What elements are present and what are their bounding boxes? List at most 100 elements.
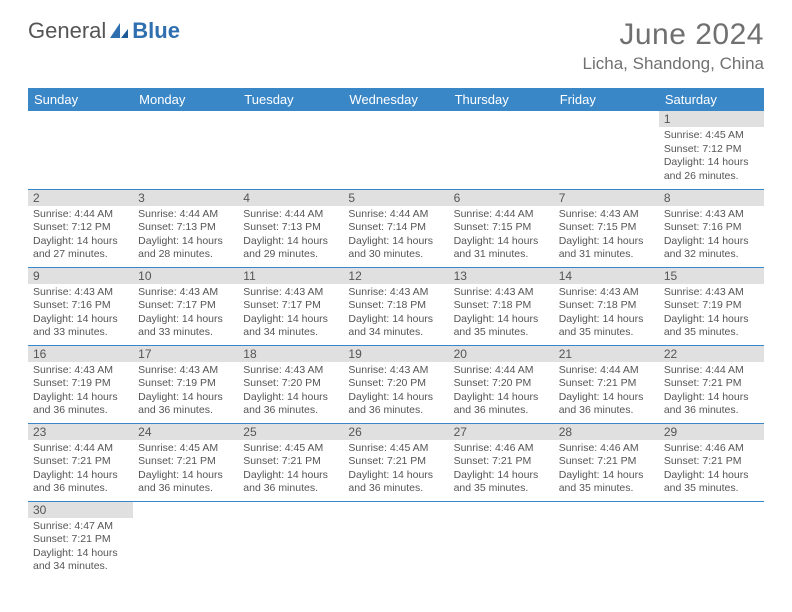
- sunset: Sunset: 7:12 PM: [664, 143, 759, 157]
- calendar-empty: [133, 111, 238, 189]
- daylight-1: Daylight: 14 hours: [33, 313, 128, 327]
- sunrise: Sunrise: 4:43 AM: [664, 208, 759, 222]
- daylight-1: Daylight: 14 hours: [559, 235, 654, 249]
- sunset: Sunset: 7:18 PM: [454, 299, 549, 313]
- daylight-1: Daylight: 14 hours: [664, 235, 759, 249]
- calendar-day: 28Sunrise: 4:46 AMSunset: 7:21 PMDayligh…: [554, 423, 659, 501]
- calendar-week: 16Sunrise: 4:43 AMSunset: 7:19 PMDayligh…: [28, 345, 764, 423]
- sunset: Sunset: 7:19 PM: [138, 377, 233, 391]
- calendar-week: 9Sunrise: 4:43 AMSunset: 7:16 PMDaylight…: [28, 267, 764, 345]
- day-number: 6: [449, 190, 554, 206]
- day-number: 10: [133, 268, 238, 284]
- daylight-2: and 35 minutes.: [454, 326, 549, 340]
- calendar-empty: [343, 111, 448, 189]
- day-number: 22: [659, 346, 764, 362]
- day-number: 27: [449, 424, 554, 440]
- daylight-1: Daylight: 14 hours: [33, 235, 128, 249]
- daylight-1: Daylight: 14 hours: [664, 313, 759, 327]
- sunrise: Sunrise: 4:44 AM: [243, 208, 338, 222]
- daylight-2: and 33 minutes.: [33, 326, 128, 340]
- daylight-1: Daylight: 14 hours: [348, 469, 443, 483]
- sunrise: Sunrise: 4:44 AM: [454, 208, 549, 222]
- day-number: 15: [659, 268, 764, 284]
- calendar-week: 2Sunrise: 4:44 AMSunset: 7:12 PMDaylight…: [28, 189, 764, 267]
- daylight-2: and 26 minutes.: [664, 170, 759, 184]
- daylight-2: and 32 minutes.: [664, 248, 759, 262]
- sunrise: Sunrise: 4:43 AM: [243, 286, 338, 300]
- day-number: 12: [343, 268, 448, 284]
- sunset: Sunset: 7:16 PM: [664, 221, 759, 235]
- daylight-2: and 34 minutes.: [348, 326, 443, 340]
- sunrise: Sunrise: 4:43 AM: [454, 286, 549, 300]
- daylight-2: and 30 minutes.: [348, 248, 443, 262]
- daylight-2: and 35 minutes.: [559, 326, 654, 340]
- sunrise: Sunrise: 4:43 AM: [138, 286, 233, 300]
- day-info: Sunrise: 4:46 AMSunset: 7:21 PMDaylight:…: [449, 440, 554, 501]
- daylight-1: Daylight: 14 hours: [138, 313, 233, 327]
- day-header: Thursday: [449, 88, 554, 111]
- day-info: Sunrise: 4:45 AMSunset: 7:21 PMDaylight:…: [133, 440, 238, 501]
- day-number: 1: [659, 111, 764, 127]
- sunrise: Sunrise: 4:44 AM: [454, 364, 549, 378]
- calendar-day: 16Sunrise: 4:43 AMSunset: 7:19 PMDayligh…: [28, 345, 133, 423]
- day-header: Sunday: [28, 88, 133, 111]
- daylight-2: and 36 minutes.: [138, 404, 233, 418]
- calendar-day: 17Sunrise: 4:43 AMSunset: 7:19 PMDayligh…: [133, 345, 238, 423]
- calendar-day: 25Sunrise: 4:45 AMSunset: 7:21 PMDayligh…: [238, 423, 343, 501]
- logo-text-2: Blue: [132, 18, 180, 44]
- sunrise: Sunrise: 4:46 AM: [664, 442, 759, 456]
- day-info: Sunrise: 4:45 AMSunset: 7:12 PMDaylight:…: [659, 127, 764, 188]
- sunrise: Sunrise: 4:43 AM: [559, 286, 654, 300]
- calendar-week: 23Sunrise: 4:44 AMSunset: 7:21 PMDayligh…: [28, 423, 764, 501]
- day-info: Sunrise: 4:45 AMSunset: 7:21 PMDaylight:…: [343, 440, 448, 501]
- day-info: Sunrise: 4:43 AMSunset: 7:19 PMDaylight:…: [28, 362, 133, 423]
- calendar-day: 12Sunrise: 4:43 AMSunset: 7:18 PMDayligh…: [343, 267, 448, 345]
- sunrise: Sunrise: 4:43 AM: [33, 364, 128, 378]
- sunrise: Sunrise: 4:44 AM: [138, 208, 233, 222]
- daylight-1: Daylight: 14 hours: [454, 391, 549, 405]
- sunrise: Sunrise: 4:45 AM: [348, 442, 443, 456]
- daylight-2: and 29 minutes.: [243, 248, 338, 262]
- day-number: 17: [133, 346, 238, 362]
- header: General Blue June 2024 Licha, Shandong, …: [28, 18, 764, 74]
- day-number: 23: [28, 424, 133, 440]
- sunrise: Sunrise: 4:43 AM: [664, 286, 759, 300]
- day-header: Tuesday: [238, 88, 343, 111]
- calendar-day: 24Sunrise: 4:45 AMSunset: 7:21 PMDayligh…: [133, 423, 238, 501]
- day-number: 9: [28, 268, 133, 284]
- calendar-empty: [554, 111, 659, 189]
- sunset: Sunset: 7:12 PM: [33, 221, 128, 235]
- sunrise: Sunrise: 4:43 AM: [559, 208, 654, 222]
- calendar-day: 19Sunrise: 4:43 AMSunset: 7:20 PMDayligh…: [343, 345, 448, 423]
- calendar-day: 1Sunrise: 4:45 AMSunset: 7:12 PMDaylight…: [659, 111, 764, 189]
- daylight-2: and 36 minutes.: [33, 482, 128, 496]
- daylight-1: Daylight: 14 hours: [138, 469, 233, 483]
- day-number: 8: [659, 190, 764, 206]
- sunrise: Sunrise: 4:43 AM: [138, 364, 233, 378]
- calendar-day: 4Sunrise: 4:44 AMSunset: 7:13 PMDaylight…: [238, 189, 343, 267]
- daylight-2: and 36 minutes.: [348, 404, 443, 418]
- daylight-1: Daylight: 14 hours: [243, 313, 338, 327]
- day-number: 30: [28, 502, 133, 518]
- day-info: Sunrise: 4:46 AMSunset: 7:21 PMDaylight:…: [659, 440, 764, 501]
- daylight-2: and 36 minutes.: [138, 482, 233, 496]
- calendar-day: 20Sunrise: 4:44 AMSunset: 7:20 PMDayligh…: [449, 345, 554, 423]
- day-header: Monday: [133, 88, 238, 111]
- sunset: Sunset: 7:21 PM: [33, 533, 128, 547]
- calendar-day: 21Sunrise: 4:44 AMSunset: 7:21 PMDayligh…: [554, 345, 659, 423]
- logo: General Blue: [28, 18, 180, 44]
- sunset: Sunset: 7:21 PM: [664, 455, 759, 469]
- daylight-2: and 34 minutes.: [243, 326, 338, 340]
- sunset: Sunset: 7:13 PM: [138, 221, 233, 235]
- calendar-empty: [659, 501, 764, 579]
- sunset: Sunset: 7:21 PM: [559, 377, 654, 391]
- daylight-1: Daylight: 14 hours: [664, 391, 759, 405]
- calendar-empty: [28, 111, 133, 189]
- calendar-week: 30Sunrise: 4:47 AMSunset: 7:21 PMDayligh…: [28, 501, 764, 579]
- sunset: Sunset: 7:21 PM: [348, 455, 443, 469]
- day-number: 28: [554, 424, 659, 440]
- calendar-day: 8 Sunrise: 4:43 AMSunset: 7:16 PMDaylight…: [659, 189, 764, 267]
- daylight-2: and 35 minutes.: [454, 482, 549, 496]
- calendar-empty: [133, 501, 238, 579]
- day-info: Sunrise: 4:46 AMSunset: 7:21 PMDaylight:…: [554, 440, 659, 501]
